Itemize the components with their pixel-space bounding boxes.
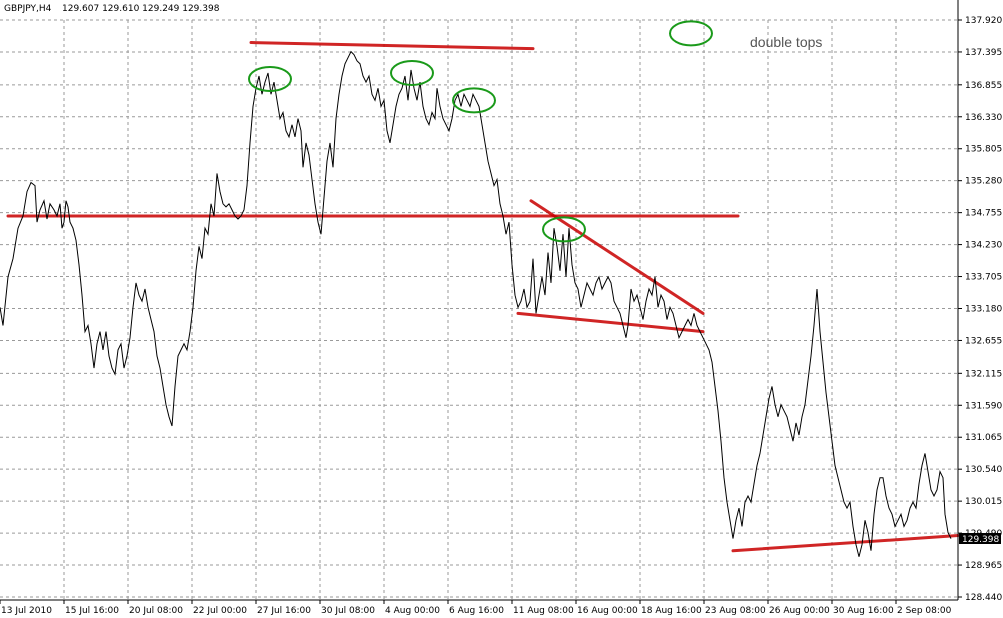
- y-tick-label: 134.230: [965, 241, 1002, 251]
- x-tick-label: 26 Aug 00:00: [769, 606, 830, 616]
- double-top-marker: [248, 66, 292, 93]
- trend-line: [529, 199, 705, 315]
- grid: [0, 19, 958, 600]
- y-tick-label: 130.015: [965, 497, 1002, 507]
- double-top-marker: [390, 59, 434, 86]
- chart-ohlc-values: 129.607 129.610 129.249 129.398: [62, 4, 220, 14]
- y-tick-label: 128.965: [965, 561, 1002, 571]
- y-tick-label: 132.655: [965, 336, 1002, 346]
- y-tick-label: 134.755: [965, 209, 1002, 219]
- y-tick-label: 131.590: [965, 401, 1002, 411]
- x-tick-label: 30 Aug 16:00: [833, 606, 894, 616]
- x-tick-label: 23 Aug 08:00: [705, 606, 766, 616]
- y-tick-label: 131.065: [965, 433, 1002, 443]
- x-tick-label: 6 Aug 16:00: [449, 606, 504, 616]
- y-tick-label: 136.855: [965, 81, 1002, 91]
- y-tick-label: 133.705: [965, 273, 1002, 283]
- trend-line: [249, 41, 535, 51]
- double-top-marker: [452, 87, 496, 114]
- y-tick-label: 136.330: [965, 113, 1002, 123]
- x-tick-label: 30 Jul 08:00: [321, 606, 375, 616]
- x-tick-label: 20 Jul 08:00: [129, 606, 183, 616]
- time-axis: 13 Jul 2010 15 Jul 16:00 20 Jul 08:00 22 Ju…: [0, 600, 952, 616]
- y-tick-label: 135.805: [965, 145, 1002, 155]
- current-price-marker: 129.398: [959, 533, 1001, 545]
- x-tick-label: 27 Jul 16:00: [257, 606, 311, 616]
- x-tick-label: 16 Aug 00:00: [577, 606, 638, 616]
- x-tick-label: 4 Aug 00:00: [385, 606, 440, 616]
- x-tick-label: 11 Aug 08:00: [513, 606, 574, 616]
- price-series-line: [0, 50, 952, 557]
- y-tick-label: 130.540: [965, 465, 1002, 475]
- y-tick-label: 133.180: [965, 305, 1002, 315]
- y-tick-label: 128.440: [965, 593, 1002, 603]
- x-tick-label: 22 Jul 00:00: [193, 606, 247, 616]
- x-tick-label: 15 Jul 16:00: [65, 606, 119, 616]
- y-tick-label: 137.395: [965, 48, 1002, 58]
- double-top-marker: [542, 216, 586, 243]
- x-tick-label: 18 Aug 16:00: [641, 606, 702, 616]
- price-axis: 137.920 137.395 136.855 136.330 135.805 135.2…: [958, 16, 1002, 603]
- x-tick-label: 13 Jul 2010: [1, 606, 52, 616]
- double-top-markers: [248, 20, 713, 243]
- trend-line: [516, 311, 705, 334]
- y-tick-label: 135.280: [965, 177, 1002, 187]
- x-tick-label: 2 Sep 08:00: [897, 606, 952, 616]
- double-top-marker: [669, 20, 713, 47]
- chart-symbol-label: GBPJPY,H4: [4, 4, 52, 14]
- y-tick-label: 132.115: [965, 369, 1002, 379]
- trend-line: [731, 534, 960, 553]
- double-tops-annotation: double tops: [750, 34, 822, 50]
- current-price-label: 129.398: [962, 535, 999, 545]
- trend-lines: [6, 41, 960, 553]
- y-tick-label: 137.920: [965, 16, 1002, 26]
